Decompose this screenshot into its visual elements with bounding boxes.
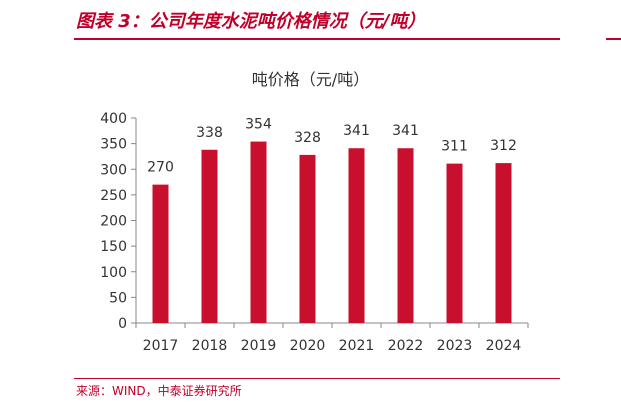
- y-tick-label: 50: [109, 290, 127, 306]
- data-label-2020: 328: [294, 130, 321, 146]
- bar-2018: [201, 149, 218, 323]
- bar-2017: [152, 184, 169, 323]
- x-tick-label-2024: 2024: [486, 338, 522, 354]
- bar-2020: [299, 154, 316, 323]
- x-tick-label-2020: 2020: [290, 338, 326, 354]
- x-tick-label-2021: 2021: [339, 338, 375, 354]
- y-tick-label: 100: [100, 265, 127, 281]
- bar-2023: [446, 163, 463, 323]
- y-tick-label: 0: [118, 316, 127, 332]
- data-label-2018: 338: [196, 125, 223, 141]
- x-tick-label-2022: 2022: [388, 338, 424, 354]
- x-tick-label-2019: 2019: [241, 338, 277, 354]
- data-label-2021: 341: [343, 123, 370, 139]
- x-tick-label-2018: 2018: [192, 338, 228, 354]
- bar-2024: [495, 163, 512, 323]
- title-underline: [74, 38, 560, 40]
- data-label-2019: 354: [245, 117, 272, 133]
- data-label-2017: 270: [147, 160, 174, 176]
- y-tick-label: 150: [100, 239, 127, 255]
- title-underline-right: [606, 38, 621, 40]
- y-tick-label: 400: [100, 111, 127, 127]
- y-tick-label: 200: [100, 214, 127, 230]
- y-tick-label: 300: [100, 162, 127, 178]
- x-tick-label-2017: 2017: [143, 338, 179, 354]
- y-tick-label: 350: [100, 137, 127, 153]
- y-axis: 0 50 100 150 200 250 300 350 400: [100, 111, 137, 332]
- data-labels: 270 338 354 328 341 341 311 312: [147, 117, 517, 176]
- x-axis: 2017 2018 2019 2020 2021 2022 2023 2024: [135, 322, 529, 354]
- y-tick-label: 250: [100, 188, 127, 204]
- bar-2019: [250, 141, 267, 323]
- bar-2021: [348, 148, 365, 323]
- source-note: 来源：WIND，中泰证券研究所: [76, 384, 242, 398]
- data-label-2022: 341: [392, 123, 419, 139]
- source-rule: [74, 378, 560, 379]
- bar-2022: [397, 148, 414, 323]
- bars: [152, 141, 512, 323]
- x-tick-label-2023: 2023: [437, 338, 473, 354]
- data-label-2024: 312: [490, 138, 517, 154]
- data-label-2023: 311: [441, 139, 468, 155]
- figure-title: 图表 3：公司年度水泥吨价格情况（元/吨）: [76, 11, 426, 32]
- chart-title: 吨价格（元/吨）: [251, 70, 370, 89]
